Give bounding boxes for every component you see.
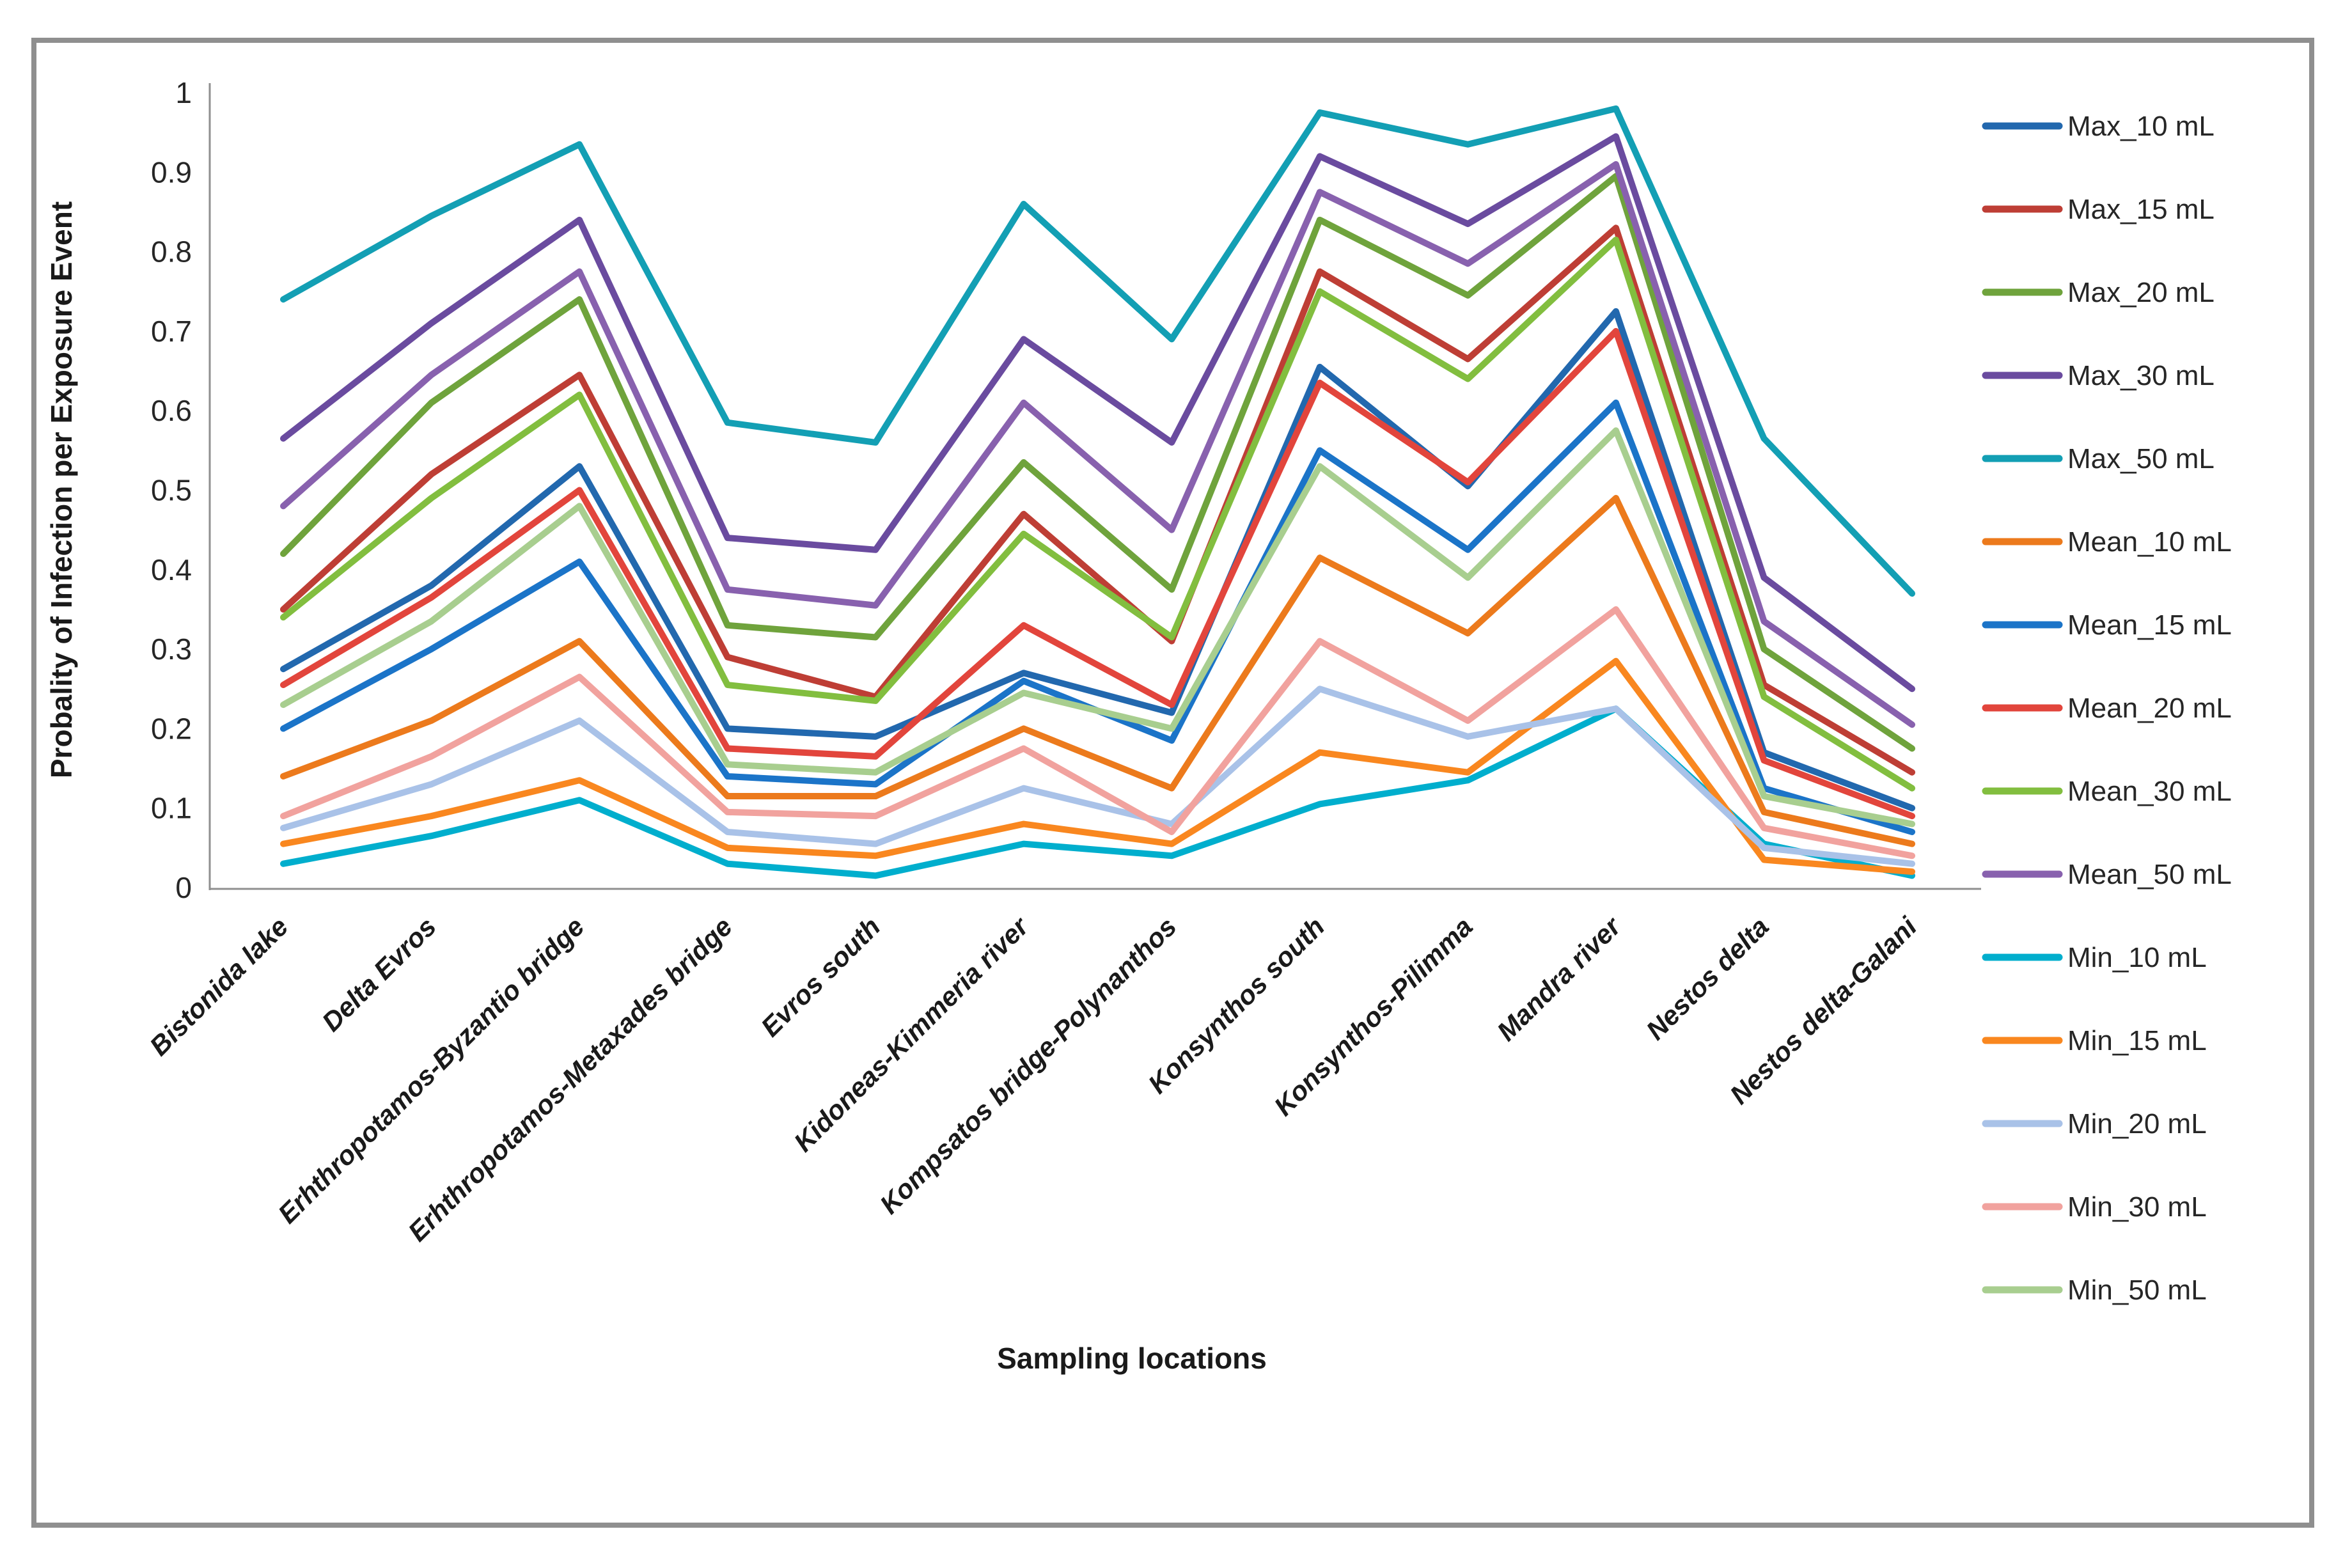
legend-label: Min_15 mL	[2067, 1025, 2207, 1056]
legend-item: Max_30 mL	[1982, 360, 2215, 391]
legend-item: Mean_15 mL	[1982, 609, 2232, 641]
y-tick-label: 0.9	[151, 155, 192, 189]
series-line-Min_50-mL	[280, 427, 1916, 827]
legend-label: Mean_30 mL	[2067, 776, 2232, 807]
legend-label: Max_15 mL	[2067, 194, 2215, 225]
x-axis-title: Sampling locations	[997, 1342, 1267, 1375]
series-line-Mean_30-mL	[280, 236, 1916, 792]
y-tick-label: 0.4	[151, 553, 192, 586]
legend-label: Mean_15 mL	[2067, 609, 2232, 641]
legend-label: Max_30 mL	[2067, 360, 2215, 391]
series-line-Max_20-mL	[280, 173, 1916, 752]
series-line-Max_50-mL	[280, 105, 1916, 597]
legend-item: Mean_30 mL	[1982, 776, 2232, 807]
legend-item: Max_50 mL	[1982, 443, 2215, 474]
series-line-Max_15-mL	[280, 224, 1916, 776]
legend: Max_10 mL Max_15 mL Max_20 mL Max_30 mL Max_…	[1982, 111, 2232, 1306]
series-line-Min_20-mL	[280, 686, 1916, 867]
legend-item: Max_15 mL	[1982, 194, 2215, 225]
legend-item: Min_20 mL	[1982, 1108, 2207, 1140]
y-tick-label: 0.1	[151, 792, 192, 825]
legend-item: Min_30 mL	[1982, 1191, 2207, 1223]
legend-item: Min_15 mL	[1982, 1025, 2207, 1056]
series-line-Mean_10-mL	[280, 494, 1916, 847]
series-line-Mean_20-mL	[280, 327, 1916, 820]
legend-item: Max_10 mL	[1982, 111, 2215, 142]
series-line-Max_30-mL	[280, 133, 1916, 693]
legend-label: Max_50 mL	[2067, 443, 2215, 474]
y-axis-title: Probality of Infection per Exposure Even…	[45, 201, 78, 778]
series-line-Max_10-mL	[280, 308, 1916, 811]
legend-item: Mean_20 mL	[1982, 693, 2232, 724]
y-tick-label: 0.3	[151, 632, 192, 666]
y-tick-label: 0.8	[151, 235, 192, 269]
legend-label: Mean_50 mL	[2067, 859, 2232, 890]
legend-label: Min_20 mL	[2067, 1108, 2207, 1140]
y-tick-label: 1	[175, 76, 192, 109]
legend-label: Mean_10 mL	[2067, 526, 2232, 558]
legend-label: Mean_20 mL	[2067, 693, 2232, 724]
legend-label: Min_10 mL	[2067, 942, 2207, 973]
series-line-Min_15-mL	[280, 657, 1916, 875]
legend-item: Max_20 mL	[1982, 277, 2215, 308]
legend-item: Mean_10 mL	[1982, 526, 2232, 558]
y-tick-label: 0.6	[151, 394, 192, 427]
y-tick-label: 0.5	[151, 474, 192, 507]
legend-item: Min_50 mL	[1982, 1274, 2207, 1306]
legend-label: Max_10 mL	[2067, 111, 2215, 142]
legend-label: Min_30 mL	[2067, 1191, 2207, 1223]
y-tick-label: 0.7	[151, 315, 192, 348]
y-tick-label: 0.2	[151, 712, 192, 745]
series-line-Mean_50-mL	[280, 161, 1916, 728]
series-line-Min_30-mL	[280, 606, 1916, 859]
y-tick-label: 0	[175, 871, 192, 904]
legend-label: Min_50 mL	[2067, 1274, 2207, 1306]
legend-item: Min_10 mL	[1982, 942, 2207, 973]
legend-label: Max_20 mL	[2067, 277, 2215, 308]
legend-item: Mean_50 mL	[1982, 859, 2232, 890]
